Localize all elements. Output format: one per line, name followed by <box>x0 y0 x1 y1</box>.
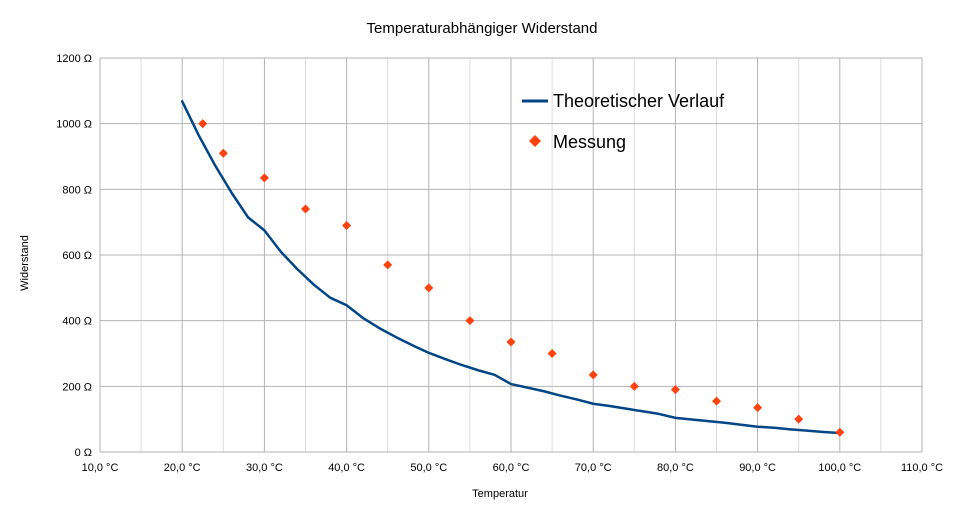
data-point-measurement <box>301 204 310 214</box>
data-point-measurement <box>794 414 804 424</box>
data-point-measurement <box>383 260 393 270</box>
data-point-measurement <box>465 316 475 326</box>
legend: Theoretischer Verlauf Messung <box>522 91 725 152</box>
x-axis-label: Temperatur <box>472 488 528 500</box>
y-tick-label: 0 Ω <box>75 447 92 459</box>
x-tick-label: 70,0 °C <box>575 462 612 474</box>
data-point-measurement <box>424 283 434 293</box>
data-point-measurement <box>342 220 352 230</box>
x-tick-label: 100,0 °C <box>818 462 861 474</box>
x-tick-label: 80,0 °C <box>657 462 694 474</box>
y-tick-label: 1200 Ω <box>56 53 92 65</box>
data-point-measurement <box>753 403 763 413</box>
x-tick-label: 10,0 °C <box>82 462 119 474</box>
x-tick-label: 50,0 °C <box>410 462 447 474</box>
legend-marker-swatch <box>529 135 541 147</box>
y-tick-label: 400 Ω <box>62 316 92 328</box>
data-point-measurement <box>588 370 598 380</box>
x-tick-label: 60,0 °C <box>493 462 530 474</box>
x-tick-label: 30,0 °C <box>246 462 283 474</box>
legend-label-measurement: Messung <box>553 132 626 152</box>
axes-layer: 10,0 °C 20,0 °C 30,0 °C 40,0 °C 50,0 °C 60,0 … <box>56 53 943 474</box>
data-point-measurement <box>629 381 639 391</box>
y-tick-label: 1000 Ω <box>56 119 92 131</box>
x-tick-label: 110,0 °C <box>901 462 943 474</box>
data-point-measurement <box>670 385 680 395</box>
data-point-measurement <box>218 148 228 158</box>
y-axis-label: Widerstand <box>19 235 31 291</box>
x-tick-label: 90,0 °C <box>739 462 776 474</box>
y-tick-label: 200 Ω <box>62 381 92 393</box>
y-tick-label: 600 Ω <box>62 250 92 262</box>
chart-title: Temperaturabhängiger Widerstand <box>367 20 598 37</box>
data-point-measurement <box>506 337 516 347</box>
grid-layer <box>99 57 923 453</box>
legend-label-theoretical: Theoretischer Verlauf <box>553 91 725 111</box>
x-tick-label: 40,0 °C <box>328 462 365 474</box>
series-line-theoretical <box>180 100 842 435</box>
data-point-measurement <box>198 119 208 129</box>
x-tick-label: 20,0 °C <box>164 462 201 474</box>
data-point-measurement <box>547 349 557 358</box>
series-layer <box>180 100 845 437</box>
y-tick-label: 800 Ω <box>62 184 92 196</box>
data-point-measurement <box>712 396 721 406</box>
data-point-measurement <box>259 173 269 183</box>
data-point-measurement <box>835 427 845 437</box>
